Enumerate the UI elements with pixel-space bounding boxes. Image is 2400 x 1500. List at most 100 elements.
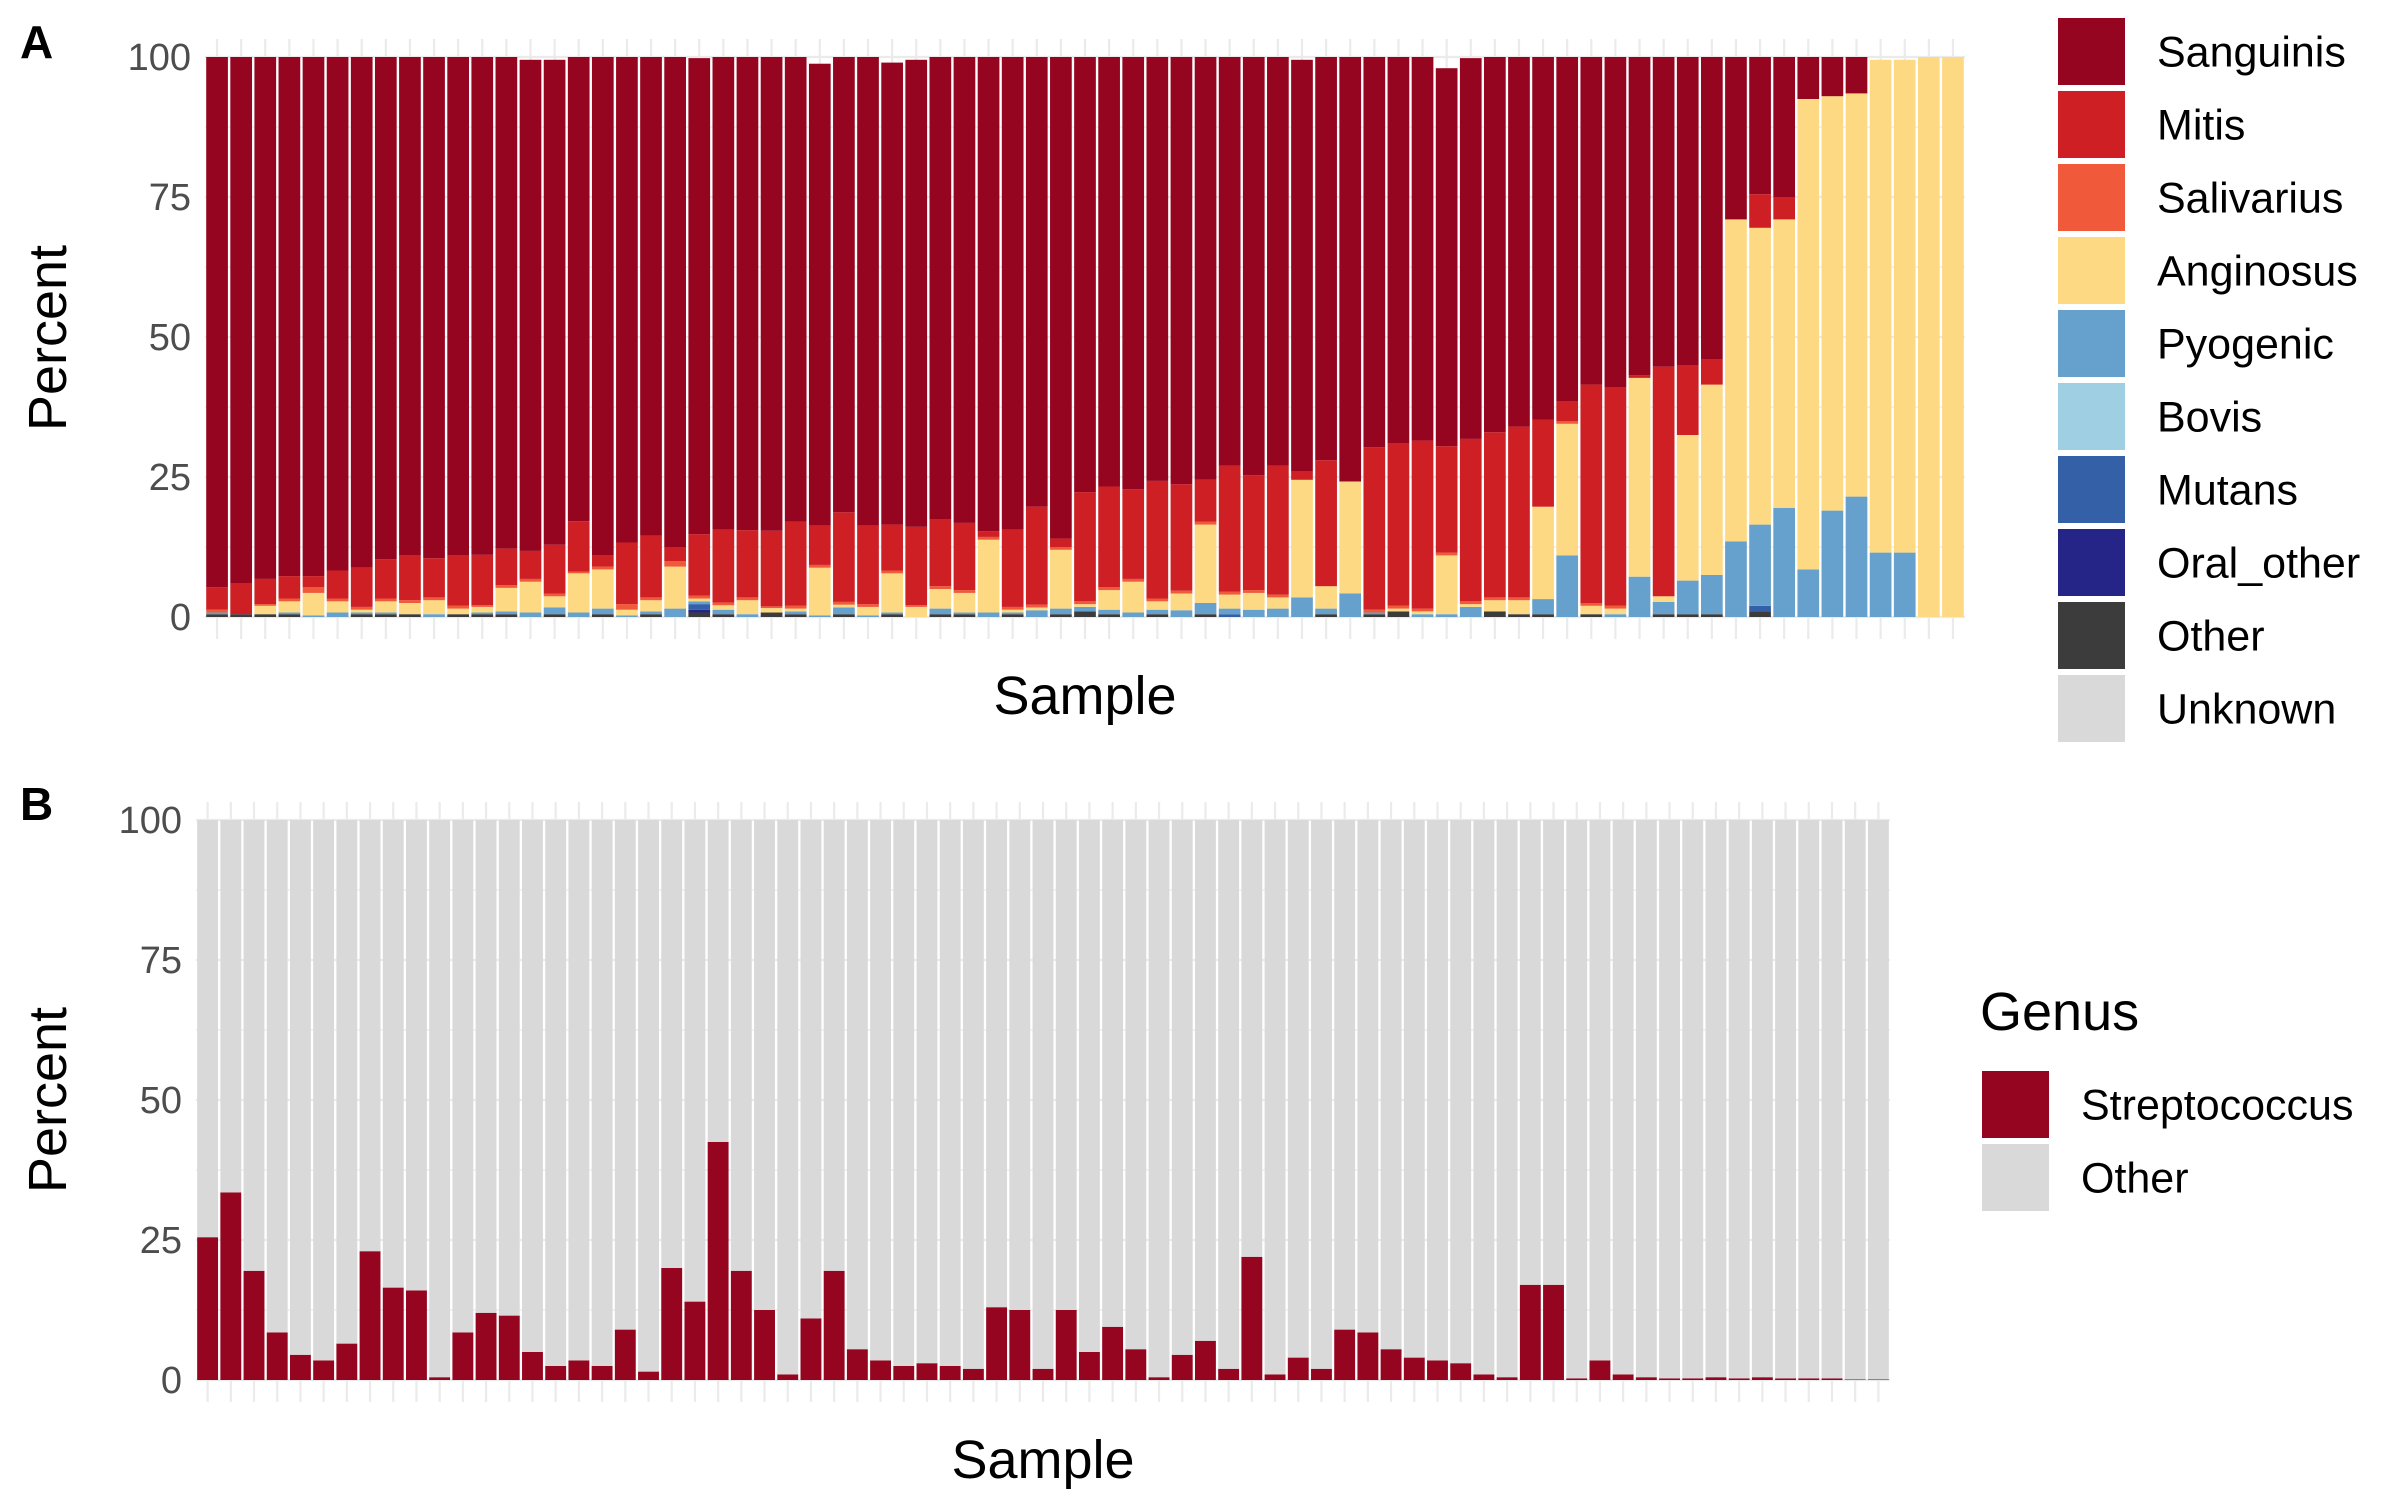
bar-segment-sanguinis xyxy=(1459,58,1482,439)
bar-segment-streptococcus xyxy=(313,1360,335,1380)
bar-segment-mitis xyxy=(784,521,807,606)
bar-segment-streptococcus xyxy=(730,1270,752,1380)
bar-segment-pyogenic xyxy=(1074,606,1096,612)
bar-segment-other xyxy=(1287,820,1309,1358)
bar-segment-mitis xyxy=(1050,538,1072,547)
bar-segment-salivarius xyxy=(953,590,976,593)
bar-segment-pyogenic xyxy=(591,608,614,615)
bar-segment-anginosus xyxy=(1893,59,1916,553)
bar-segment-sanguinis xyxy=(1580,57,1603,385)
bar-segment-pyogenic xyxy=(833,607,855,615)
panel-a-letter: A xyxy=(20,16,53,68)
bar-segment-other xyxy=(1652,614,1675,617)
bar-segment-other xyxy=(929,614,952,617)
bar-segment-other xyxy=(1050,614,1072,617)
bar-segment-other xyxy=(833,614,855,617)
bar-segment-pyogenic xyxy=(953,612,976,615)
y-tick-label: 25 xyxy=(149,457,191,499)
bar-segment-other xyxy=(1635,820,1657,1378)
bar-segment-anginosus xyxy=(640,600,662,612)
y-tick-label: 25 xyxy=(140,1220,182,1262)
bar-segment-streptococcus xyxy=(1496,1377,1518,1380)
y-tick-label: 50 xyxy=(140,1080,182,1122)
bar-segment-anginosus xyxy=(423,600,445,615)
bar-segment-mitis xyxy=(688,534,711,596)
bar-segment-sanguinis xyxy=(278,57,301,577)
bar-segment-mitis xyxy=(905,526,928,606)
bar-segment-mitis xyxy=(230,583,253,615)
bar-segment-other xyxy=(1844,820,1866,1380)
bar-segment-sanguinis xyxy=(1267,57,1289,466)
bar-segment-anginosus xyxy=(350,609,373,613)
legend-swatch-mutans xyxy=(2058,456,2125,523)
bar-segment-sanguinis xyxy=(1556,57,1579,402)
bar-segment-pyogenic xyxy=(929,608,952,615)
bar-segment-other xyxy=(881,614,903,617)
bar-segment-salivarius xyxy=(399,600,421,603)
bar-segment-pyogenic xyxy=(423,614,445,617)
bar-segment-mitis xyxy=(857,525,879,605)
bar-segment-other xyxy=(760,612,783,617)
bar-segment-salivarius xyxy=(784,605,807,609)
bar-segment-other xyxy=(206,614,228,617)
bar-segment-streptococcus xyxy=(1867,1379,1889,1380)
bar-segment-salivarius xyxy=(254,604,277,606)
bar-segment-anginosus xyxy=(1484,600,1506,612)
bar-segment-sanguinis xyxy=(1435,68,1458,447)
bar-segment-anginosus xyxy=(1291,479,1313,598)
bar-segment-sanguinis xyxy=(833,57,855,513)
bar-segment-salivarius xyxy=(833,601,855,605)
bar-segment-other xyxy=(545,820,567,1366)
y-tick-label: 50 xyxy=(149,317,191,359)
bar-segment-anginosus xyxy=(1725,219,1747,542)
legend-swatch-other xyxy=(1982,1144,2049,1211)
bar-segment-other xyxy=(916,820,938,1364)
bar-segment-sanguinis xyxy=(784,57,807,522)
panel-b-legend: Genus Streptococcus Other xyxy=(1980,982,2353,1211)
bar-segment-mitis xyxy=(399,555,421,601)
bar-segment-sanguinis xyxy=(905,59,928,527)
y-tick-label: 75 xyxy=(149,177,191,219)
bar-segment-salivarius xyxy=(1218,591,1241,595)
bar-segment-other xyxy=(197,820,219,1238)
bar-segment-streptococcus xyxy=(823,1270,845,1380)
legend-label-bovis: Bovis xyxy=(2157,394,2262,442)
bar-segment-mutans xyxy=(688,604,711,610)
bar-segment-pyogenic xyxy=(1339,593,1362,617)
legend-swatch-other xyxy=(2058,602,2125,669)
bar-segment-streptococcus xyxy=(545,1366,567,1380)
bar-segment-pyogenic xyxy=(350,612,373,615)
bar-segment-sanguinis xyxy=(808,63,831,526)
bar-segment-other xyxy=(1218,820,1240,1369)
bar-segment-anginosus xyxy=(736,600,759,615)
bar-segment-anginosus xyxy=(1676,435,1699,581)
bar-segment-other xyxy=(266,820,288,1333)
bar-segment-other xyxy=(730,820,752,1271)
bar-segment-streptococcus xyxy=(1427,1360,1448,1380)
bar-segment-salivarius xyxy=(1267,594,1289,598)
bar-segment-pyogenic xyxy=(736,614,759,617)
bar-segment-streptococcus xyxy=(1078,1352,1100,1380)
bar-segment-streptococcus xyxy=(707,1142,729,1380)
bar-segment-anginosus xyxy=(543,596,566,608)
bar-segment-salivarius xyxy=(1484,597,1506,601)
bar-segment-other xyxy=(784,614,807,617)
bar-segment-streptococcus xyxy=(1659,1378,1680,1380)
bar-segment-other xyxy=(712,614,735,617)
bar-segment-streptococcus xyxy=(939,1366,961,1380)
bar-segment-sanguinis xyxy=(1218,57,1241,466)
bar-segment-anginosus xyxy=(1580,605,1603,615)
bar-segment-other xyxy=(870,820,892,1361)
bar-segment-salivarius xyxy=(1050,547,1072,550)
bar-segment-sanguinis xyxy=(471,57,494,555)
bar-segment-other xyxy=(1484,611,1506,617)
bar-segment-sanguinis xyxy=(1339,57,1362,482)
bar-segment-mitis xyxy=(278,576,301,599)
bar-segment-pyogenic xyxy=(1315,608,1337,615)
bar-segment-other xyxy=(1821,820,1843,1379)
bar-segment-salivarius xyxy=(616,604,638,610)
bar-segment-mitis xyxy=(712,529,735,603)
bar-segment-streptococcus xyxy=(777,1374,799,1380)
bar-segment-other xyxy=(359,820,381,1252)
bar-segment-sanguinis xyxy=(857,57,879,526)
